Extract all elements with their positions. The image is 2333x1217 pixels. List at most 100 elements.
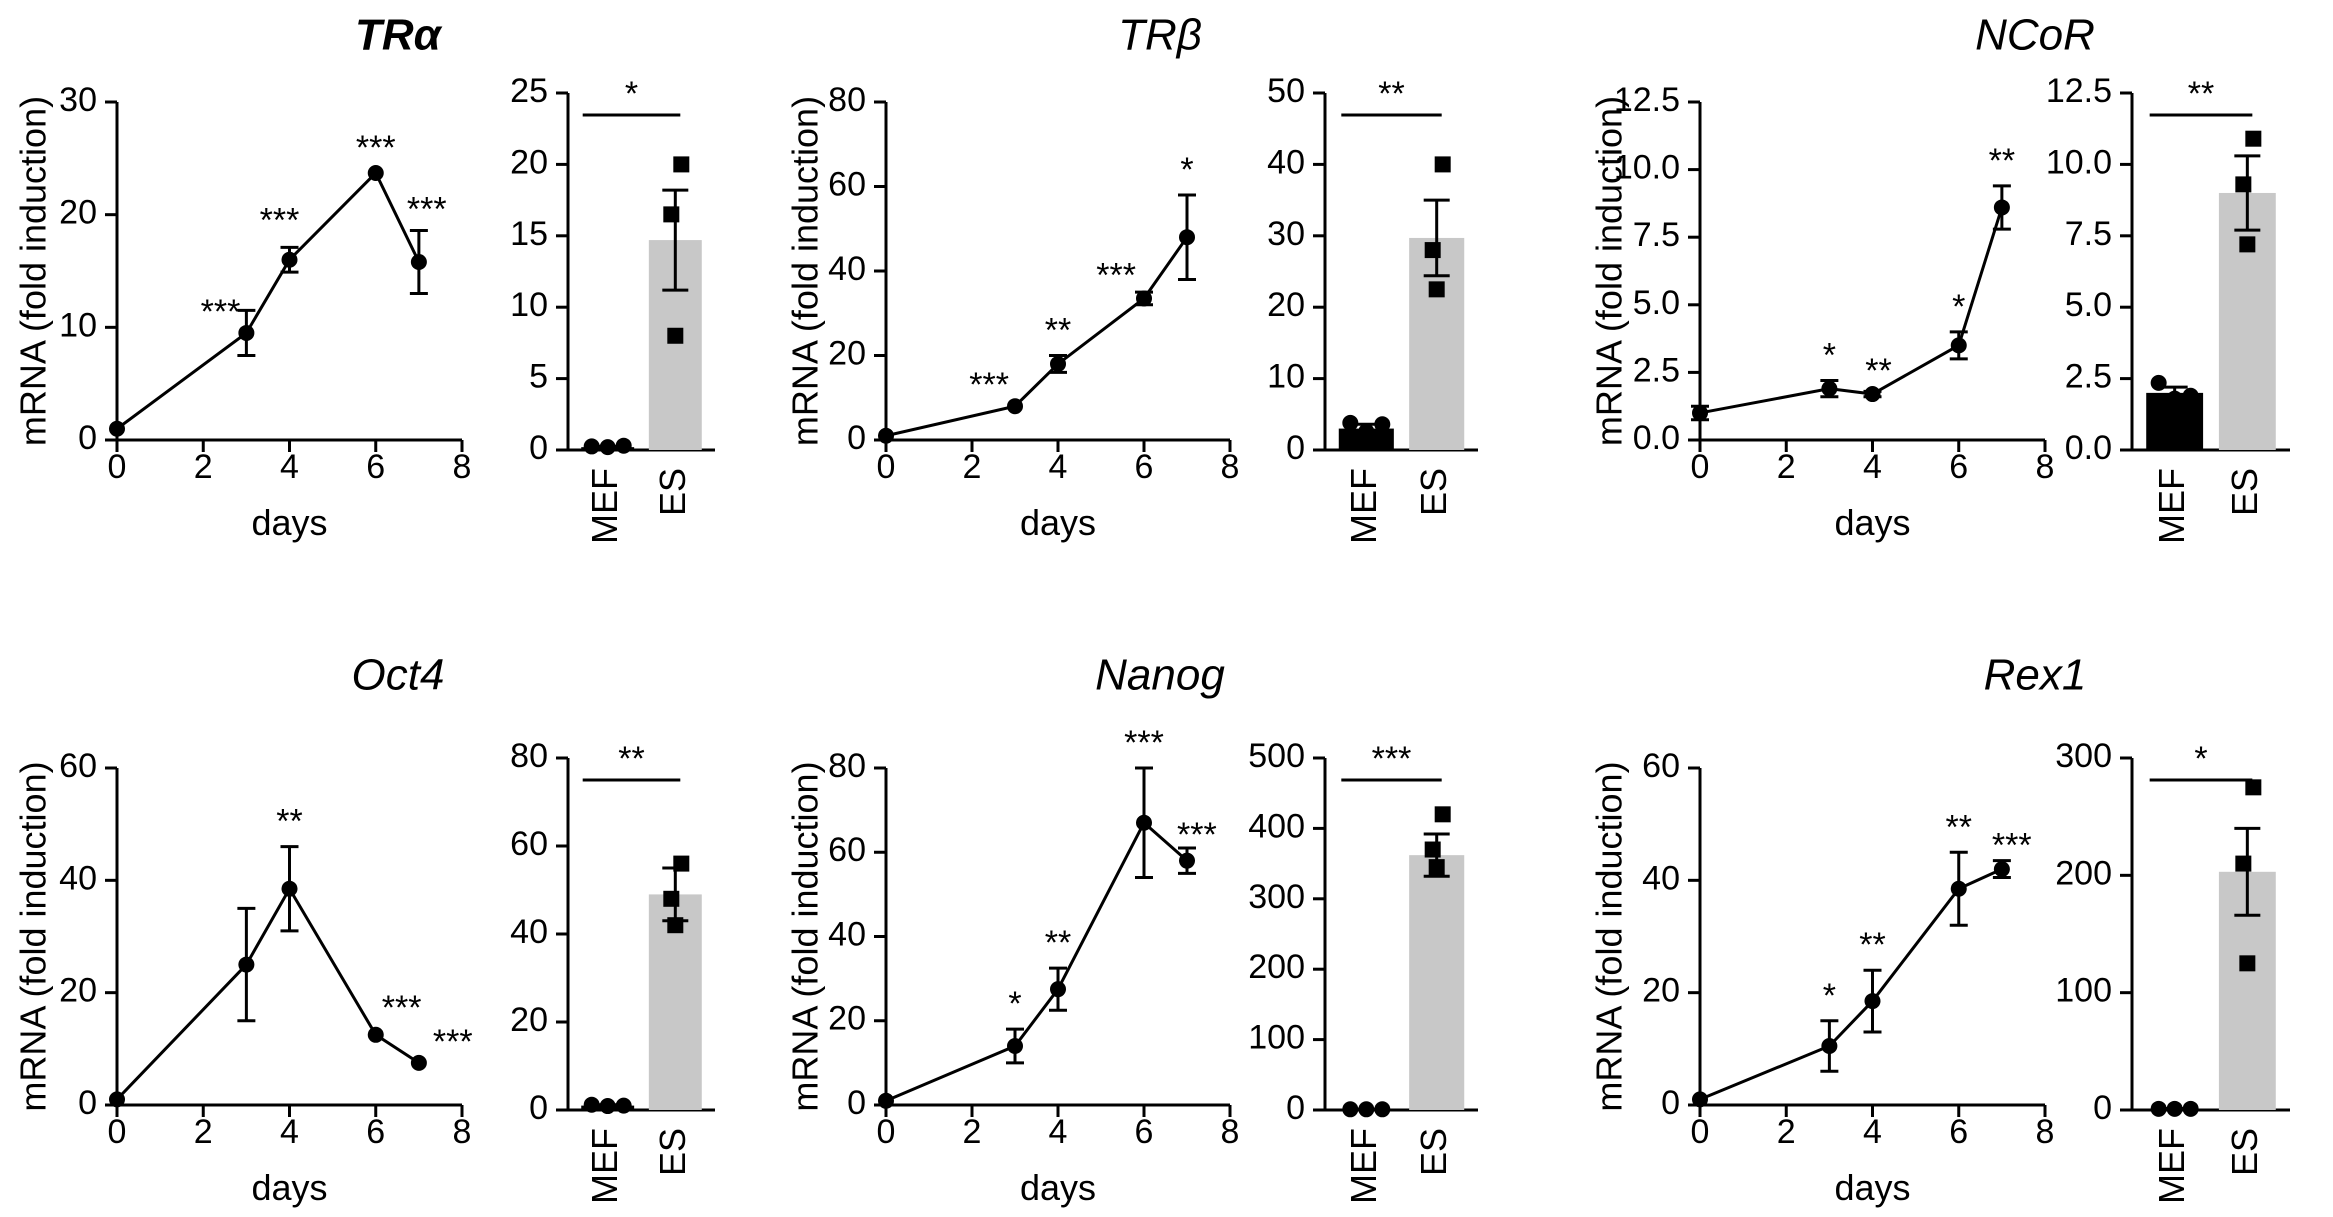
- x-tick-label: 4: [280, 448, 299, 486]
- y-tick-label: 0.0: [1633, 419, 1680, 457]
- replicate-point: [1358, 423, 1375, 440]
- y-tick-label: 12.5: [2046, 72, 2112, 110]
- x-axis-label: days: [1020, 1167, 1096, 1208]
- significance-label: *: [1823, 337, 1836, 375]
- data-point: [109, 1091, 125, 1108]
- category-label: MEF: [1343, 1128, 1384, 1204]
- series-line: [1699, 867, 2003, 1101]
- x-tick-label: 6: [1135, 448, 1154, 486]
- x-tick-label: 8: [1221, 1113, 1240, 1151]
- y-tick-label: 10.0: [1614, 149, 1680, 187]
- panel-title: TRα: [355, 11, 443, 60]
- y-tick-label: 20: [59, 194, 97, 232]
- category-label: MEF: [584, 468, 625, 544]
- panel-0-0: TRα 0 10 20 30 0 2 4 6 8 days mRNA (fold induction)…: [13, 11, 715, 544]
- significance-label: **: [1946, 808, 1972, 846]
- replicate-point: [2182, 387, 2199, 404]
- x-axis-label: days: [1834, 502, 1910, 543]
- significance-label: **: [1045, 924, 1071, 962]
- bar-chart: 0 20 40 60 80 MEF ES **: [510, 737, 715, 1204]
- replicate-point: [1374, 1101, 1391, 1118]
- data-point: [1179, 852, 1195, 869]
- y-tick-label: 40: [59, 859, 97, 897]
- y-tick-label: 60: [510, 825, 548, 863]
- data-point: [1950, 337, 1967, 354]
- replicate-point: [2166, 390, 2183, 407]
- data-point: [1007, 398, 1023, 415]
- y-tick-label: 60: [828, 831, 866, 869]
- x-tick-label: 6: [366, 1113, 385, 1151]
- y-tick-label: 500: [1248, 737, 1305, 775]
- y-tick-label: 80: [828, 747, 866, 785]
- y-tick-label: 0: [2093, 1089, 2112, 1127]
- replicate-point: [673, 156, 690, 173]
- replicate-point: [2150, 1100, 2167, 1117]
- y-tick-label: 0.0: [2065, 429, 2112, 467]
- replicate-point: [2235, 176, 2252, 193]
- replicate-point: [1424, 242, 1441, 259]
- replicate-point: [673, 855, 690, 872]
- panel-1-0: Oct4 0 20 40 60 0 2 4 6 8 days mRNA (fold induction…: [13, 651, 715, 1208]
- y-tick-label: 0: [847, 419, 866, 457]
- significance-label: **: [618, 740, 644, 778]
- data-point: [1950, 880, 1967, 897]
- data-point: [281, 880, 298, 897]
- data-point: [367, 1026, 384, 1043]
- replicate-point: [667, 917, 684, 934]
- replicate-point: [1374, 416, 1391, 433]
- y-tick-label: 0: [78, 419, 97, 457]
- y-tick-label: 5.0: [1633, 284, 1680, 322]
- x-tick-label: 6: [1135, 1113, 1154, 1151]
- y-tick-label: 40: [828, 250, 866, 288]
- bar-es: [1409, 855, 1465, 1110]
- significance-label: ***: [1096, 256, 1136, 294]
- x-tick-label: 4: [1049, 448, 1068, 486]
- panel-title: Oct4: [352, 651, 445, 700]
- y-tick-label: 30: [1267, 215, 1305, 253]
- category-label: MEF: [2151, 468, 2192, 544]
- x-tick-label: 2: [963, 448, 982, 486]
- y-tick-label: 7.5: [2065, 215, 2112, 253]
- data-point: [1007, 1038, 1023, 1055]
- bar-chart: 0 10 20 30 40 50 MEF ES **: [1267, 72, 1478, 544]
- y-tick-label: 200: [2055, 854, 2112, 892]
- category-label: ES: [2224, 468, 2265, 516]
- replicate-point: [599, 1098, 616, 1115]
- data-point: [109, 420, 125, 437]
- data-point: [1136, 290, 1152, 307]
- data-point: [1136, 814, 1152, 831]
- replicate-point: [1428, 281, 1445, 298]
- category-label: ES: [2224, 1128, 2265, 1176]
- significance-label: *: [1952, 288, 1965, 326]
- significance-label: ***: [201, 293, 241, 331]
- bar-chart: 0 100 200 300 MEF ES *: [2055, 737, 2290, 1204]
- line-chart: 0 10 20 30 0 2 4 6 8 days mRNA (fold induction) ***…: [13, 81, 472, 543]
- replicate-point: [2166, 1100, 2183, 1117]
- x-tick-label: 8: [453, 448, 472, 486]
- data-point: [281, 251, 298, 268]
- x-tick-label: 8: [1221, 448, 1240, 486]
- x-axis-label: days: [251, 1167, 327, 1208]
- significance-label: **: [1859, 926, 1885, 964]
- y-tick-label: 50: [1267, 72, 1305, 110]
- replicate-point: [667, 327, 684, 344]
- significance-label: ***: [1372, 740, 1412, 778]
- bar-es: [2218, 192, 2276, 450]
- significance-label: ***: [969, 366, 1009, 404]
- y-tick-label: 10: [59, 306, 97, 344]
- category-label: MEF: [2151, 1128, 2192, 1204]
- panel-title: Rex1: [1984, 651, 2087, 700]
- x-axis-label: days: [251, 502, 327, 543]
- y-tick-label: 60: [828, 165, 866, 203]
- x-tick-label: 8: [2036, 1113, 2055, 1151]
- x-tick-label: 0: [108, 448, 127, 486]
- y-tick-label: 40: [1267, 143, 1305, 181]
- y-tick-label: 5.0: [2065, 286, 2112, 324]
- data-point: [1993, 199, 2010, 216]
- y-axis-label: mRNA (fold induction): [785, 761, 826, 1111]
- significance-label: **: [1865, 352, 1891, 390]
- data-point: [410, 253, 427, 270]
- replicate-point: [615, 437, 632, 454]
- significance-label: *: [1180, 151, 1193, 189]
